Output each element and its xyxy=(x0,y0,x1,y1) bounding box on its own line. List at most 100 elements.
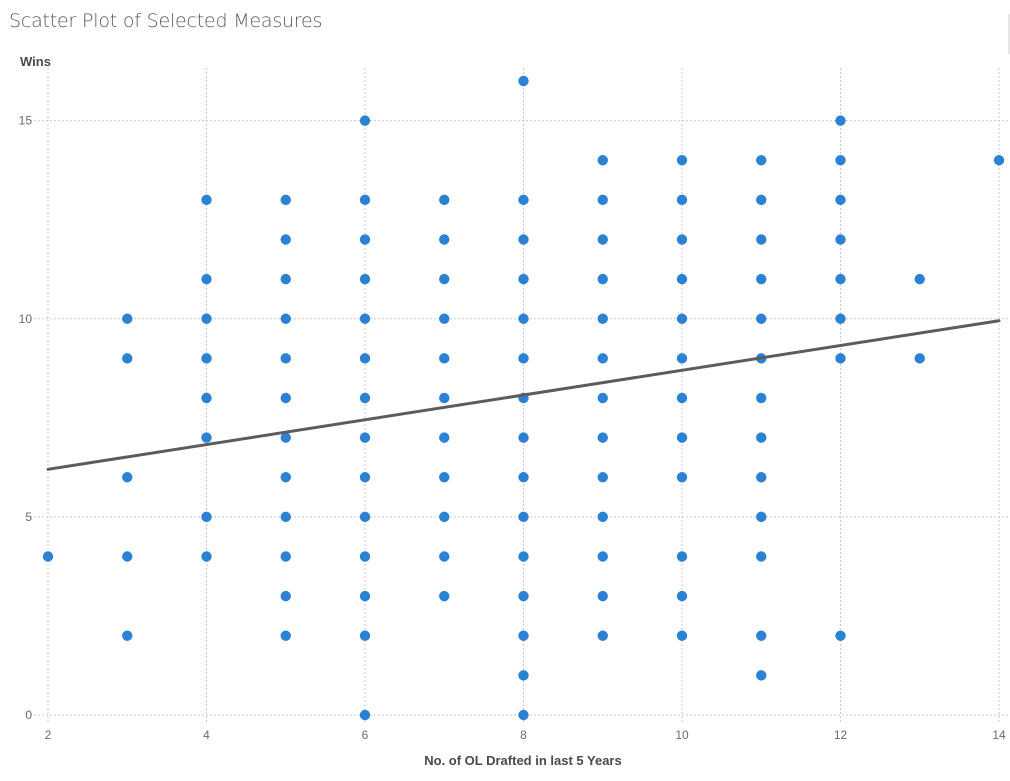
data-point[interactable] xyxy=(439,590,450,602)
data-point[interactable] xyxy=(597,194,608,206)
data-point[interactable] xyxy=(597,472,608,483)
data-point[interactable] xyxy=(122,630,133,641)
data-point[interactable] xyxy=(439,392,450,404)
data-point[interactable] xyxy=(597,590,608,602)
data-point[interactable] xyxy=(835,630,846,641)
data-point[interactable] xyxy=(756,670,767,681)
data-point[interactable] xyxy=(280,432,291,443)
data-point[interactable] xyxy=(756,155,767,166)
data-point[interactable] xyxy=(518,472,529,483)
data-point[interactable] xyxy=(518,709,529,721)
data-point[interactable] xyxy=(835,234,846,245)
data-point[interactable] xyxy=(835,313,846,324)
data-point[interactable] xyxy=(676,392,688,404)
data-point[interactable] xyxy=(439,551,450,562)
data-point[interactable] xyxy=(676,472,688,483)
data-point[interactable] xyxy=(756,472,767,483)
data-point[interactable] xyxy=(676,313,688,324)
data-point[interactable] xyxy=(280,511,291,523)
data-point[interactable] xyxy=(280,234,291,245)
data-point[interactable] xyxy=(359,630,371,641)
data-point[interactable] xyxy=(756,194,767,206)
data-point[interactable] xyxy=(122,551,133,562)
data-point[interactable] xyxy=(993,155,1005,166)
data-point[interactable] xyxy=(359,551,371,562)
data-point[interactable] xyxy=(201,392,212,404)
data-point[interactable] xyxy=(359,115,371,126)
data-point[interactable] xyxy=(518,630,529,641)
data-point[interactable] xyxy=(676,194,688,206)
data-point[interactable] xyxy=(201,313,212,324)
data-point[interactable] xyxy=(518,353,529,364)
data-point[interactable] xyxy=(201,511,212,523)
data-point[interactable] xyxy=(359,511,371,523)
data-point[interactable] xyxy=(597,551,608,562)
data-point[interactable] xyxy=(280,353,291,364)
data-point[interactable] xyxy=(280,472,291,483)
data-point[interactable] xyxy=(201,273,212,285)
data-point[interactable] xyxy=(835,115,846,126)
data-point[interactable] xyxy=(518,551,529,562)
data-point[interactable] xyxy=(439,234,450,245)
data-point[interactable] xyxy=(676,353,688,364)
data-point[interactable] xyxy=(835,273,846,285)
data-point[interactable] xyxy=(280,392,291,404)
data-point[interactable] xyxy=(201,551,212,562)
data-point[interactable] xyxy=(597,353,608,364)
data-point[interactable] xyxy=(518,75,529,87)
data-point[interactable] xyxy=(676,590,688,602)
data-point[interactable] xyxy=(42,551,54,562)
data-point[interactable] xyxy=(359,313,371,324)
data-point[interactable] xyxy=(439,432,450,443)
data-point[interactable] xyxy=(122,313,133,324)
data-point[interactable] xyxy=(280,590,291,602)
data-point[interactable] xyxy=(756,511,767,523)
data-point[interactable] xyxy=(439,472,450,483)
data-point[interactable] xyxy=(518,432,529,443)
data-point[interactable] xyxy=(359,392,371,404)
data-point[interactable] xyxy=(122,353,133,364)
data-point[interactable] xyxy=(518,273,529,285)
data-point[interactable] xyxy=(280,313,291,324)
data-point[interactable] xyxy=(439,511,450,523)
data-point[interactable] xyxy=(201,194,212,206)
data-point[interactable] xyxy=(439,313,450,324)
data-point[interactable] xyxy=(597,234,608,245)
data-point[interactable] xyxy=(597,511,608,523)
data-point[interactable] xyxy=(280,551,291,562)
data-point[interactable] xyxy=(518,234,529,245)
data-point[interactable] xyxy=(280,630,291,641)
data-point[interactable] xyxy=(518,590,529,602)
data-point[interactable] xyxy=(280,273,291,285)
data-point[interactable] xyxy=(835,194,846,206)
data-point[interactable] xyxy=(676,630,688,641)
data-point[interactable] xyxy=(122,472,133,483)
data-point[interactable] xyxy=(756,313,767,324)
data-point[interactable] xyxy=(676,551,688,562)
data-point[interactable] xyxy=(914,353,925,364)
data-point[interactable] xyxy=(439,353,450,364)
data-point[interactable] xyxy=(518,670,529,681)
data-point[interactable] xyxy=(756,551,767,562)
data-point[interactable] xyxy=(518,313,529,324)
data-point[interactable] xyxy=(756,234,767,245)
data-point[interactable] xyxy=(756,630,767,641)
data-point[interactable] xyxy=(676,432,688,443)
data-point[interactable] xyxy=(676,234,688,245)
data-point[interactable] xyxy=(359,273,371,285)
data-point[interactable] xyxy=(359,432,371,443)
data-point[interactable] xyxy=(280,194,291,206)
data-point[interactable] xyxy=(201,432,212,443)
data-point[interactable] xyxy=(597,432,608,443)
data-point[interactable] xyxy=(835,353,846,364)
data-point[interactable] xyxy=(756,392,767,404)
data-point[interactable] xyxy=(359,234,371,245)
data-point[interactable] xyxy=(359,590,371,602)
data-point[interactable] xyxy=(439,273,450,285)
data-point[interactable] xyxy=(914,273,925,285)
data-point[interactable] xyxy=(359,709,371,721)
data-point[interactable] xyxy=(359,353,371,364)
data-point[interactable] xyxy=(597,630,608,641)
data-point[interactable] xyxy=(439,194,450,206)
data-point[interactable] xyxy=(676,155,688,166)
